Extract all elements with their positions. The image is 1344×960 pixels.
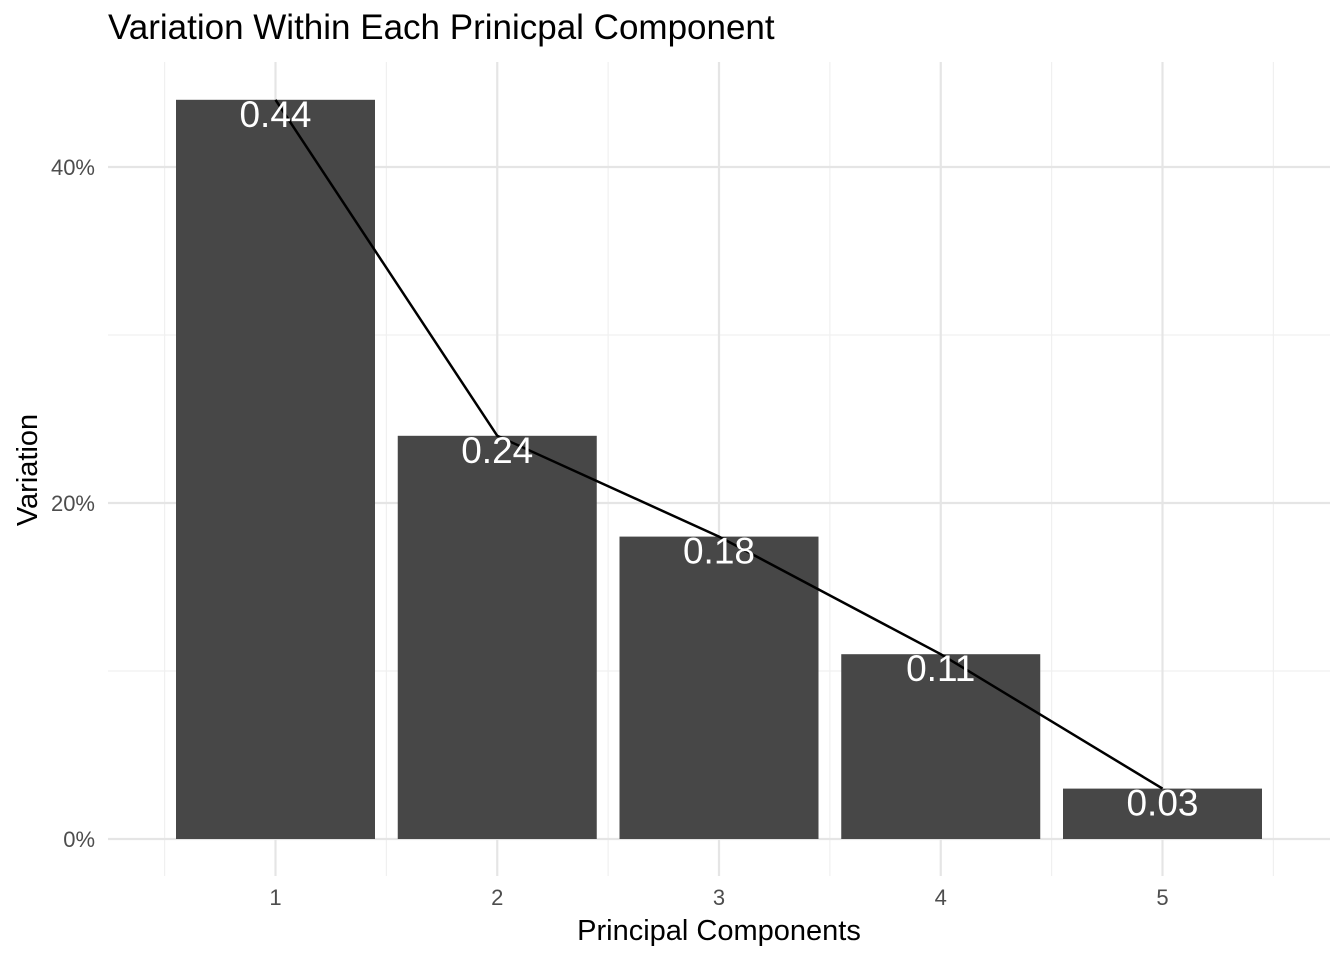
x-axis-title: Principal Components xyxy=(577,915,861,947)
y-tick-label: 0% xyxy=(63,827,95,852)
bar-3 xyxy=(619,536,819,839)
y-axis-title: Variation xyxy=(12,414,44,526)
x-tick-label: 4 xyxy=(935,885,947,910)
bar-2 xyxy=(397,435,597,839)
bar-layer xyxy=(176,99,1262,840)
bar-5 xyxy=(1063,788,1262,839)
bar-4 xyxy=(841,654,1041,839)
x-tick-label: 1 xyxy=(269,885,281,910)
data-label-4: 0.11 xyxy=(906,648,975,689)
line-layer xyxy=(274,99,1164,790)
x-tick-label: 2 xyxy=(491,885,503,910)
x-tick-label: 5 xyxy=(1156,885,1168,910)
data-label-3: 0.18 xyxy=(683,531,755,572)
variation-line xyxy=(274,99,1164,790)
data-label-layer: 0.44 0.24 0.18 0.11 0.03 xyxy=(239,94,1198,824)
axis-layer: 0% 20% 40% 1 2 3 4 5 xyxy=(51,155,1169,910)
x-tick-label: 3 xyxy=(713,885,725,910)
data-label-2: 0.24 xyxy=(461,430,533,471)
data-label-5: 0.03 xyxy=(1126,783,1198,824)
chart-title: Variation Within Each Prinicpal Componen… xyxy=(108,8,775,47)
y-tick-label: 40% xyxy=(51,155,95,180)
data-label-1: 0.44 xyxy=(239,94,311,135)
y-tick-label: 20% xyxy=(51,491,95,516)
bar-1 xyxy=(176,99,375,840)
